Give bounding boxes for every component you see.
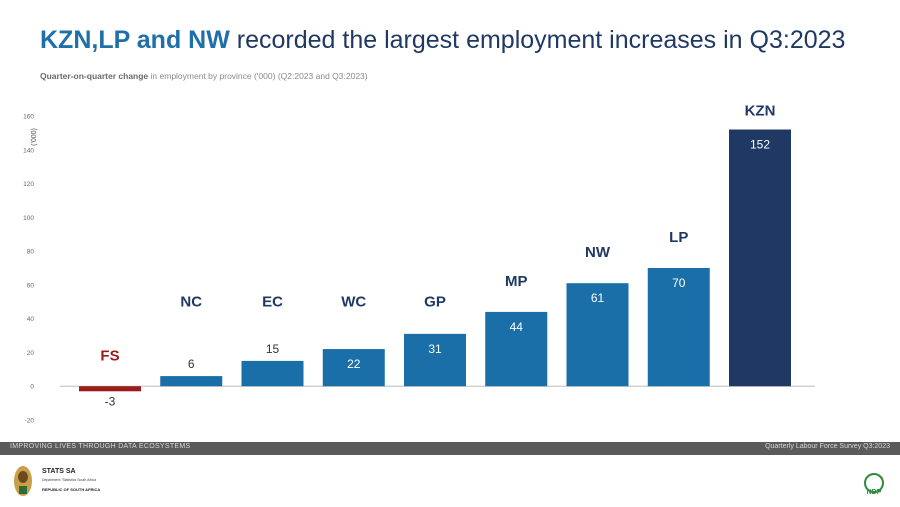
footer-survey-name: Quarterly Labour Force Survey Q3:2023 (765, 443, 890, 450)
ndp-text: NDP (867, 489, 882, 496)
y-tick-label: 160 (23, 114, 34, 121)
data-label: 6 (188, 357, 195, 371)
bar (404, 333, 466, 387)
data-label: 44 (510, 320, 524, 334)
stats-sa-logo: STATS SA Department: Statistics South Af… (10, 462, 120, 500)
ndp-icon: NDP (864, 473, 884, 496)
bar (322, 349, 385, 387)
title-highlight: KZN,LP and NW (40, 26, 230, 54)
y-tick-label: 120 (23, 181, 34, 188)
title-rest: recorded the largest employment increase… (236, 26, 846, 54)
logo-org-text: STATS SA (42, 468, 76, 475)
category-label: NC (180, 294, 202, 311)
y-tick-label: 60 (27, 282, 35, 289)
bar (485, 311, 548, 387)
bar-chart: ('000) -20 0 20 40 60 80 100 120 140 160 -3 FS 6 NC 15 E… (23, 103, 815, 425)
subtitle-bold: Quarter-on-quarter change (40, 71, 149, 81)
data-label: 152 (750, 138, 770, 152)
category-label: EC (262, 294, 283, 311)
data-label: 15 (266, 342, 280, 356)
y-tick-label: 0 (30, 384, 34, 391)
bar (566, 283, 629, 387)
bar (241, 360, 304, 387)
y-tick-label: 40 (27, 316, 35, 323)
footer-tagline: IMPROVING LIVES THROUGH DATA ECOSYSTEMS (10, 443, 191, 450)
ndp-logo: NDP (860, 469, 888, 497)
coat-of-arms-icon: STATS SA Department: Statistics South Af… (14, 466, 100, 496)
y-tick-label: 80 (27, 249, 35, 256)
category-label: KZN (745, 103, 776, 120)
logo-country-text: REPUBLIC OF SOUTH AFRICA (42, 487, 100, 492)
category-label: WC (341, 294, 366, 311)
y-tick-label: -20 (25, 418, 35, 425)
category-label: LP (669, 229, 688, 246)
data-label: 61 (591, 291, 605, 305)
bar (79, 386, 141, 392)
y-axis-label: ('000) (31, 128, 38, 146)
logo-dept-text: Department: Statistics South Africa (42, 478, 96, 482)
chart-subtitle: Quarter-on-quarter change in employment … (40, 71, 368, 81)
y-tick-label: 100 (23, 215, 34, 222)
bar (160, 376, 223, 387)
bar (647, 268, 710, 387)
bar (729, 129, 791, 387)
data-label: 22 (347, 357, 361, 371)
data-label: 70 (672, 276, 686, 290)
category-label: MP (505, 273, 528, 290)
y-tick-label: 140 (23, 147, 34, 154)
y-tick-label: 20 (27, 350, 35, 357)
category-label: FS (100, 347, 119, 364)
data-label: -3 (105, 394, 116, 408)
subtitle-rest: in employment by province ('000) (Q2:202… (150, 71, 368, 81)
data-label: 31 (428, 342, 442, 356)
category-label: NW (585, 244, 611, 261)
chart-title: KZN,LP and NW recorded the largest emplo… (40, 26, 845, 55)
category-label: GP (424, 294, 446, 311)
footer-bar: IMPROVING LIVES THROUGH DATA ECOSYSTEMS … (0, 442, 900, 455)
